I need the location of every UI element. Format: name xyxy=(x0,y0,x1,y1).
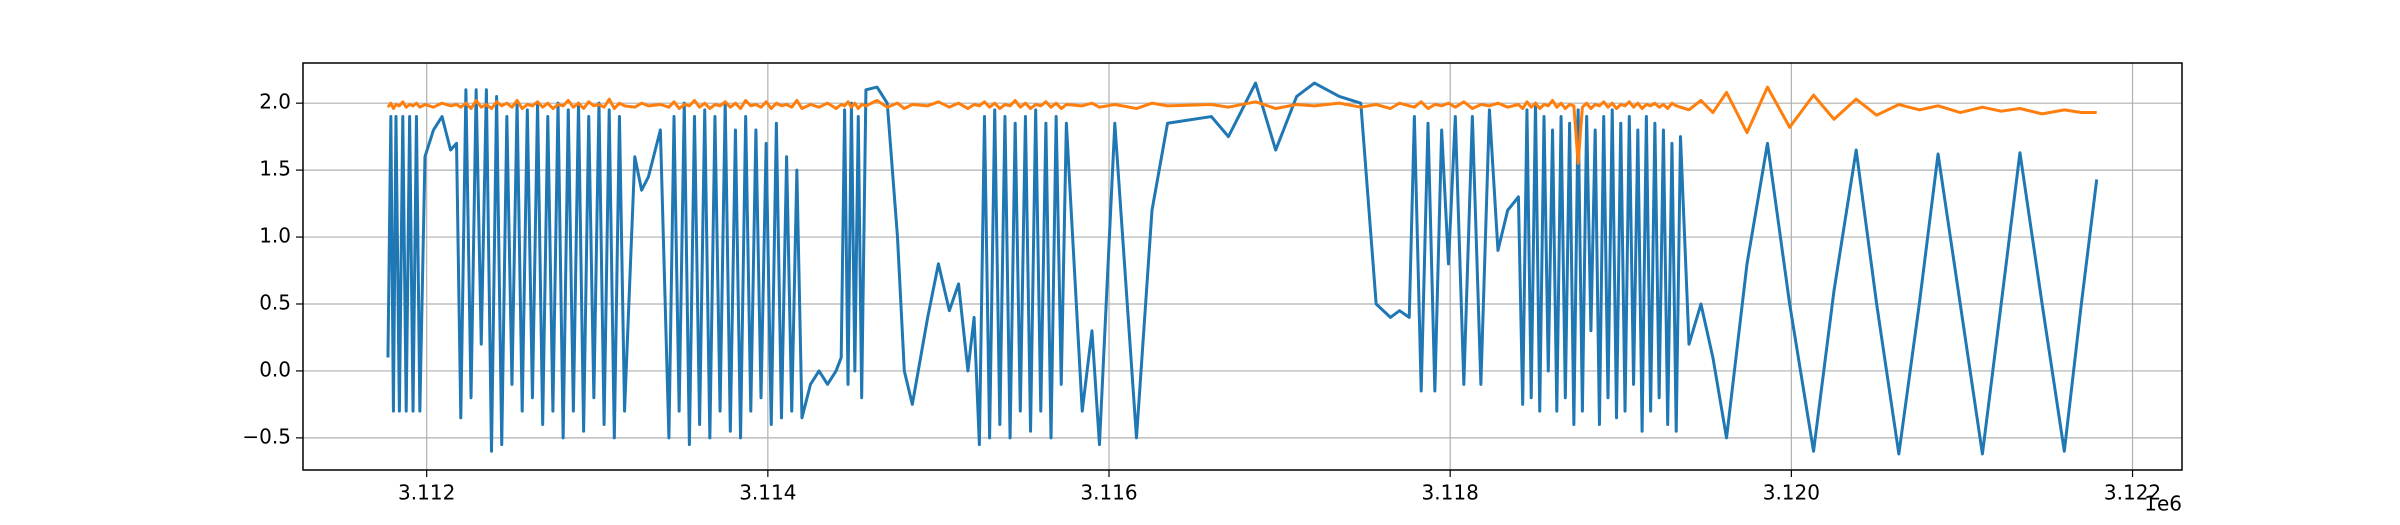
line-series xyxy=(386,81,2099,456)
x-tick-label: 3.116 xyxy=(1080,481,1137,505)
x-tick-label: 3.118 xyxy=(1422,481,1479,505)
y-tick-label: 2.0 xyxy=(259,90,291,114)
x-tick-label: 3.112 xyxy=(398,481,455,505)
line-series xyxy=(386,85,2097,165)
axes-frame xyxy=(302,62,2183,471)
y-tick-label: 1.5 xyxy=(259,157,291,181)
y-tick-label: 1.0 xyxy=(259,224,291,248)
x-tick-label: 3.120 xyxy=(1763,481,1820,505)
y-tick-label: −0.5 xyxy=(242,424,291,448)
y-tick-label: 0.0 xyxy=(259,357,291,381)
axes: 3.112 3.114 3.116 3.118 3.120 3.122 −0.5 0.0 0.5… xyxy=(242,90,2161,505)
x-tick-label: 3.114 xyxy=(739,481,796,505)
plot-area xyxy=(386,81,2099,456)
x-offset-label: 1e6 xyxy=(2144,492,2182,516)
y-tick-label: 0.5 xyxy=(259,290,291,314)
x-tick-label: 3.122 xyxy=(2104,481,2161,505)
